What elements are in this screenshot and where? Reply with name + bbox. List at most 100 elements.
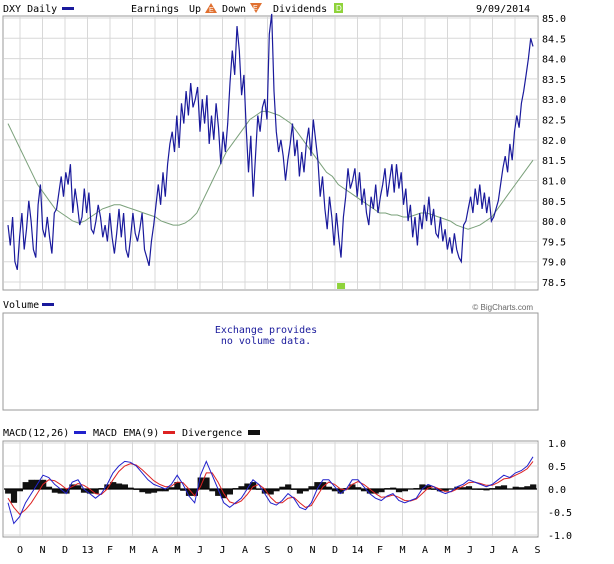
- divergence-bar: [226, 489, 233, 495]
- divergence-bar: [349, 484, 356, 489]
- price-y-tick: 83.0: [542, 95, 566, 106]
- divergence-bar: [63, 489, 70, 494]
- price-y-tick: 84.5: [542, 34, 566, 45]
- x-tick-label: A: [512, 545, 518, 556]
- divergence-bar: [45, 486, 53, 489]
- divergence-bar: [308, 486, 315, 489]
- divergence-bar: [378, 489, 385, 493]
- macd-ema-label: MACD EMA(9): [93, 428, 159, 439]
- divergence-bar: [10, 489, 18, 503]
- earnings-up-label: Up: [189, 4, 201, 15]
- divergence-bar: [395, 489, 403, 493]
- price-y-tick: 78.5: [542, 278, 566, 289]
- price-y-tick: 79.0: [542, 258, 566, 269]
- x-tick-label: S: [534, 545, 540, 556]
- divergence-bar: [174, 482, 181, 489]
- divergence-bar: [185, 489, 193, 496]
- divergence-bar: [150, 489, 158, 493]
- price-y-tick: 79.5: [542, 237, 566, 248]
- divergence-bar: [465, 486, 473, 489]
- earnings-down-icon: E: [250, 3, 262, 13]
- price-y-tick: 83.5: [542, 75, 566, 86]
- volume-note-line1: Exchange provides: [215, 325, 317, 336]
- divergence-bar: [215, 489, 222, 496]
- volume-legend-swatch: [42, 303, 54, 306]
- x-tick-label: 14: [351, 545, 363, 556]
- price-panel: [2, 15, 539, 291]
- divergence-bar: [80, 489, 88, 493]
- divergence-bar: [16, 489, 23, 492]
- price-y-tick: 81.0: [542, 176, 566, 187]
- x-tick-label: F: [377, 545, 383, 556]
- x-tick-label: 13: [81, 545, 93, 556]
- divergence-bar: [86, 489, 93, 494]
- divergence-bar: [483, 489, 490, 491]
- divergence-bar: [267, 489, 274, 495]
- x-tick-label: N: [309, 545, 315, 556]
- divergence-bar: [518, 487, 525, 489]
- divergence-bar: [180, 489, 187, 491]
- price-y-tick: 80.0: [542, 217, 566, 228]
- divergence-legend-swatch: [248, 430, 260, 435]
- x-tick-label: M: [174, 545, 180, 556]
- divergence-bar: [372, 489, 379, 494]
- divergence-bar: [337, 489, 344, 494]
- dividends-label: Dividends: [273, 4, 327, 15]
- divergence-bar: [22, 482, 29, 489]
- svg-text:E: E: [253, 5, 258, 12]
- x-tick-label: N: [39, 545, 45, 556]
- x-tick-label: M: [444, 545, 450, 556]
- x-tick-label: J: [467, 545, 473, 556]
- macd-y-tick: 1.0: [548, 439, 566, 450]
- ema-legend-swatch: [163, 431, 175, 434]
- x-tick-label: D: [62, 545, 68, 556]
- volume-label: Volume: [3, 300, 39, 311]
- x-tick-label: J: [197, 545, 203, 556]
- x-tick-label: F: [107, 545, 113, 556]
- divergence-bar: [57, 489, 64, 494]
- macd-y-tick: -1.0: [548, 531, 572, 542]
- divergence-bar: [261, 489, 268, 494]
- divergence-bar: [238, 486, 245, 489]
- divergence-bar: [425, 485, 432, 489]
- macd-legend: MACD(12,26) MACD EMA(9) Divergence: [3, 428, 260, 439]
- divergence-bar: [366, 489, 373, 494]
- price-y-tick: 82.5: [542, 116, 566, 127]
- divergence-bar: [244, 483, 251, 489]
- divergence-bar: [460, 487, 467, 489]
- divergence-bar: [156, 489, 163, 492]
- divergence-bar: [203, 477, 210, 489]
- x-tick-label: A: [242, 545, 248, 556]
- divergence-bar: [512, 486, 519, 489]
- divergence-bar: [320, 482, 327, 489]
- price-y-tick: 80.5: [542, 197, 566, 208]
- divergence-bar: [500, 485, 508, 489]
- divergence-bar: [454, 486, 461, 489]
- dividend-marker: [337, 283, 346, 289]
- divergence-label: Divergence: [182, 428, 242, 439]
- divergence-bar: [524, 486, 531, 489]
- price-y-tick: 84.0: [542, 55, 566, 66]
- price-y-axis: 85.0 84.5 84.0 83.5 83.0 82.5 82.0 81.5 81.0 80.5…: [542, 14, 566, 289]
- divergence-bar: [273, 489, 280, 492]
- earnings-label: Earnings: [131, 4, 179, 15]
- divergence-bar: [51, 489, 58, 493]
- divergence-bar: [92, 489, 99, 494]
- divergence-bar: [302, 489, 309, 492]
- divergence-bar: [250, 482, 257, 489]
- divergence-bar: [209, 489, 216, 492]
- divergence-bar: [401, 489, 408, 492]
- price-y-tick: 81.5: [542, 156, 566, 167]
- copyright-label: © BigCharts.com: [472, 303, 533, 312]
- divergence-bar: [104, 484, 111, 489]
- divergence-bar: [436, 489, 443, 492]
- x-tick-label: A: [422, 545, 428, 556]
- divergence-bar: [296, 489, 303, 494]
- divergence-bar: [139, 489, 146, 493]
- x-tick-label: O: [17, 545, 23, 556]
- divergence-bar: [355, 487, 362, 489]
- macd-line: [7, 456, 534, 525]
- divergence-bar: [495, 486, 502, 489]
- divergence-bar: [442, 489, 449, 491]
